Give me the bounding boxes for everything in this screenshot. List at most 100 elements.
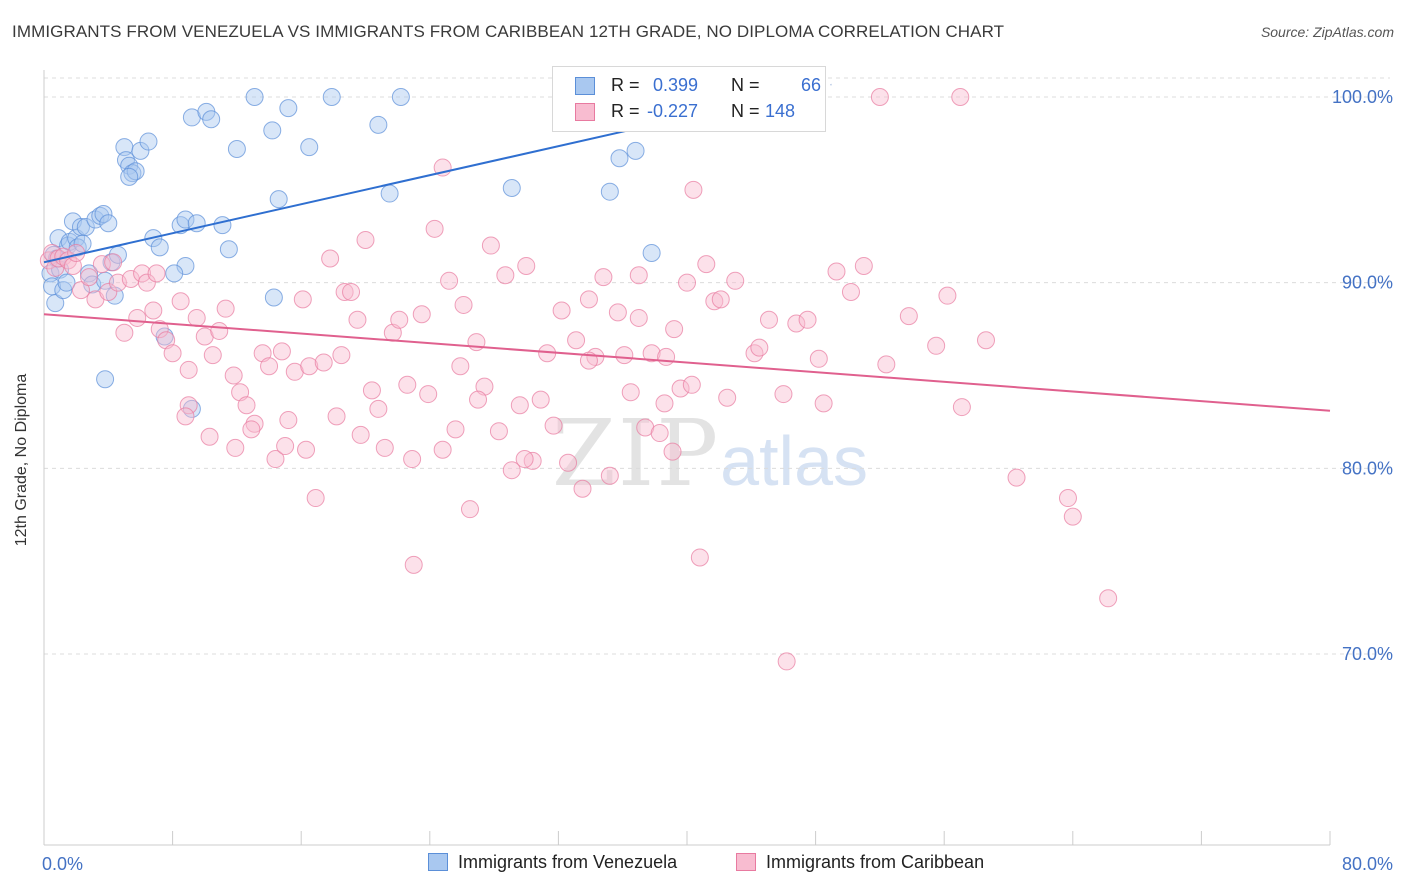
caribbean-point [348,310,367,329]
grid-lines [44,77,1390,655]
caribbean-point [665,320,684,339]
legend-r-value: 0.399 [653,75,699,95]
caribbean-point [144,301,163,320]
caribbean-point [92,255,111,274]
venezuela-point [626,141,645,160]
caribbean-point [1007,468,1026,487]
caribbean-point [147,264,166,283]
venezuela-point [279,99,298,118]
caribbean-point [870,88,889,106]
caribbean-point [594,268,613,287]
caribbean-point [266,450,285,469]
caribbean-point [684,180,703,199]
caribbean-point [1058,489,1077,508]
caribbean-point [952,398,971,417]
venezuela-point [171,216,190,235]
caribbean-point [369,399,388,418]
caribbean-point [697,255,716,274]
venezuela-trend-line [43,120,670,264]
caribbean-point [938,286,957,305]
venezuela-point [610,149,629,168]
caribbean-point [899,307,918,326]
caribbean-point [327,407,346,426]
caribbean-point [718,388,737,407]
caribbean-point [314,353,333,372]
caribbean-point [260,357,279,376]
tick-labels: 70.0% 80.0% 90.0% 100.0% 0.0% 80.0% [42,87,1393,874]
venezuela-point [176,256,195,275]
caribbean-point [171,292,190,311]
caribbean-point [711,290,730,309]
legend-r-value: -0.227 [647,101,699,121]
venezuela-point [76,217,95,236]
legend-n-value: 66 [801,75,822,95]
watermark-atlas: atlas [720,422,869,500]
caribbean-point [682,375,701,394]
caribbean-point [440,271,459,290]
caribbean-point [531,390,550,409]
caribbean-point [351,425,370,444]
caribbean-point [841,282,860,301]
venezuela-point [150,238,169,257]
venezuela-point [139,132,158,151]
bottom-legend-venezuela: Immigrants from Venezuela [428,852,677,873]
venezuela-point [263,121,282,140]
caribbean-point [242,420,261,439]
caribbean-point [552,301,571,320]
legend-n-label: N = [731,101,760,121]
caribbean-point [362,381,381,400]
caribbean-point [454,295,473,314]
caribbean-point [231,383,250,402]
caribbean-point [567,331,586,350]
venezuela-point [120,167,139,186]
caribbean-point [809,349,828,368]
caribbean-point [608,303,627,322]
caribbean-point [279,411,298,430]
caribbean-point [621,383,640,402]
venezuela-point [46,294,65,313]
legend-swatch-venezuela [575,77,595,95]
caribbean-point [745,344,764,363]
caribbean-point [650,424,669,443]
caribbean-point [150,320,169,339]
caribbean-point [642,344,661,363]
caribbean-point [226,438,245,457]
venezuela-point [49,229,68,248]
caribbean-point [777,652,796,671]
venezuela-point [165,264,184,283]
caribbean-point [460,500,479,519]
caribbean-point [629,308,648,327]
caribbean-point [306,489,325,508]
caribbean-point [544,416,563,435]
caribbean-point [663,442,682,461]
caribbean-point [678,273,696,292]
x-tick-label: 80.0% [1342,854,1393,874]
caribbean-point [510,396,529,415]
caribbean-point [481,236,500,255]
caribbean-point [253,344,272,363]
caribbean-point [200,427,219,446]
caribbean-point [515,450,534,469]
bottom-legend-label-caribbean: Immigrants from Caribbean [766,852,985,872]
caribbean-point [300,357,319,376]
caribbean-point [332,346,351,365]
caribbean-point [157,331,176,350]
caribbean-point [99,282,118,301]
legend-r-label: R = [611,101,640,121]
caribbean-point [245,414,264,433]
bottom-legend-swatch-caribbean [736,853,756,871]
x-tick-label: 0.0% [42,854,83,874]
caribbean-point [690,548,709,567]
caribbean-point [356,230,375,249]
caribbean-point [705,292,724,311]
caribbean-point [726,271,745,290]
watermark: ZIPatlas [552,400,868,507]
venezuela-point [245,88,264,106]
caribbean-point [203,346,222,365]
caribbean-point [224,366,243,385]
caribbean-point [1099,589,1118,608]
caribbean-point [104,253,123,272]
caribbean-point [814,394,833,413]
caribbean-point [210,321,229,340]
